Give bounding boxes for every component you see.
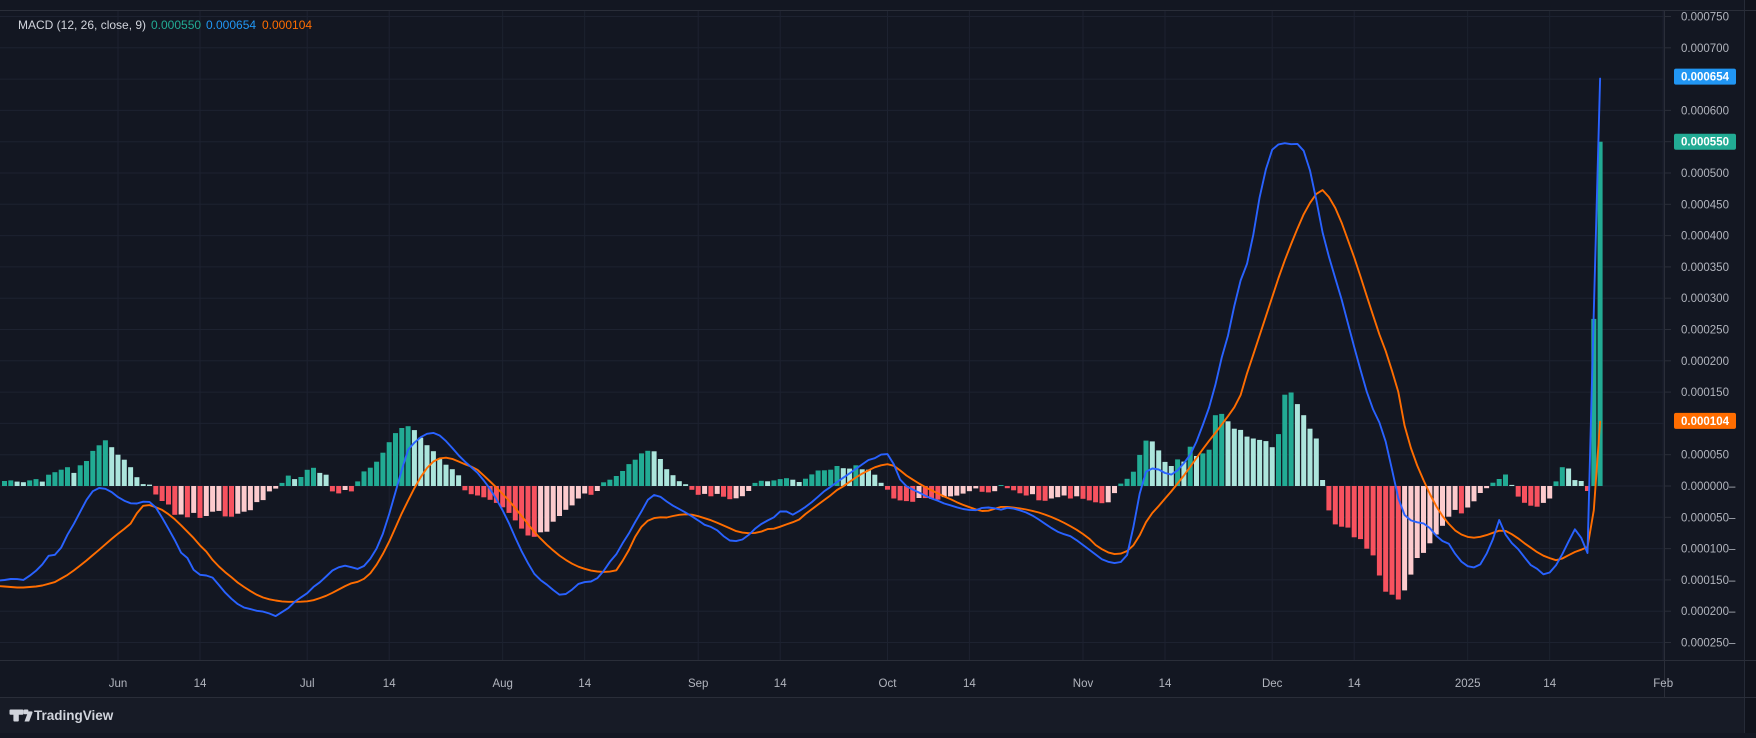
svg-text:0.000654: 0.000654 xyxy=(1681,72,1730,84)
svg-text:0.000700: 0.000700 xyxy=(1681,43,1729,55)
svg-text:Jun: Jun xyxy=(109,678,128,690)
svg-text:0.000250–: 0.000250– xyxy=(1681,638,1736,650)
svg-text:0.000350: 0.000350 xyxy=(1681,262,1729,274)
svg-text:0.000450: 0.000450 xyxy=(1681,199,1729,211)
svg-text:TradingView: TradingView xyxy=(34,708,114,723)
svg-text:0.000300: 0.000300 xyxy=(1681,293,1729,305)
svg-text:0.000750: 0.000750 xyxy=(1681,12,1729,24)
svg-text:14: 14 xyxy=(774,678,787,690)
svg-text:0.000200–: 0.000200– xyxy=(1681,606,1736,618)
svg-text:0.000050–: 0.000050– xyxy=(1681,512,1736,524)
svg-text:0.000150–: 0.000150– xyxy=(1681,575,1736,587)
svg-text:0.000600: 0.000600 xyxy=(1681,105,1729,117)
svg-text:0.000100–: 0.000100– xyxy=(1681,544,1736,556)
svg-text:0.000400: 0.000400 xyxy=(1681,231,1729,243)
svg-text:Jul: Jul xyxy=(300,678,315,690)
svg-text:0.000050: 0.000050 xyxy=(1681,450,1729,462)
svg-text:2025: 2025 xyxy=(1455,678,1481,690)
svg-text:Aug: Aug xyxy=(492,678,512,690)
svg-text:Oct: Oct xyxy=(879,678,898,690)
svg-text:14: 14 xyxy=(963,678,976,690)
svg-text:Nov: Nov xyxy=(1073,678,1094,690)
svg-text:Dec: Dec xyxy=(1262,678,1283,690)
svg-text:0.000150: 0.000150 xyxy=(1681,387,1729,399)
svg-text:14: 14 xyxy=(194,678,207,690)
svg-text:Sep: Sep xyxy=(688,678,708,690)
svg-text:14: 14 xyxy=(1543,678,1556,690)
svg-text:0.000000–: 0.000000– xyxy=(1681,481,1736,493)
svg-text:MACD (12, 26, close, 9): MACD (12, 26, close, 9) xyxy=(18,18,146,32)
svg-text:0.000250: 0.000250 xyxy=(1681,325,1729,337)
svg-text:0.000200: 0.000200 xyxy=(1681,356,1729,368)
svg-text:14: 14 xyxy=(1348,678,1361,690)
svg-text:0.000104: 0.000104 xyxy=(262,18,312,32)
svg-text:14: 14 xyxy=(578,678,591,690)
svg-text:0.000550: 0.000550 xyxy=(1681,137,1729,149)
svg-text:Feb: Feb xyxy=(1653,678,1673,690)
svg-text:14: 14 xyxy=(383,678,396,690)
svg-text:0.000654: 0.000654 xyxy=(206,18,256,32)
svg-text:0.000104: 0.000104 xyxy=(1681,416,1730,428)
svg-text:14: 14 xyxy=(1159,678,1172,690)
svg-text:0.000500: 0.000500 xyxy=(1681,168,1729,180)
svg-text:0.000550: 0.000550 xyxy=(151,18,201,32)
